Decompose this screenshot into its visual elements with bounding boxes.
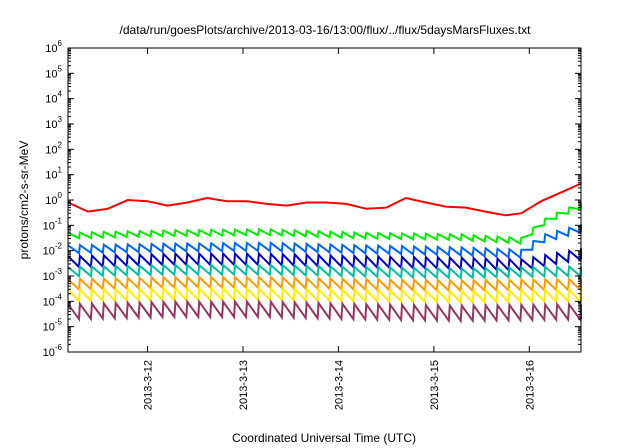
series-layer [67, 182, 582, 324]
series-line-3 [67, 248, 582, 273]
y-tick-label: 10-6 [43, 343, 63, 359]
series-line-4 [67, 262, 582, 281]
series-line-7 [67, 298, 582, 324]
y-axis: 10-6 10-5 10-4 10-3 10-2 10-1 100 101 102 103 104 1… [43, 39, 581, 359]
chart-title: /data/run/goesPlots/archive/2013-03-16/1… [120, 23, 532, 37]
y-tick-label: 104 [45, 90, 62, 106]
x-tick-label: 2013-3-14 [333, 360, 345, 410]
y-tick-label: 102 [45, 140, 62, 156]
series-line-0 [67, 182, 582, 217]
x-tick-label: 2013-3-12 [143, 360, 155, 410]
series-line-6 [67, 286, 582, 305]
y-tick-label: 100 [45, 191, 62, 207]
x-axis: 2013-3-12 2013-3-13 2013-3-14 2013-3-15 2013… [143, 48, 536, 410]
y-tick-label: 101 [45, 166, 62, 182]
plot-frame [67, 47, 582, 353]
y-tick-label: 105 [45, 64, 62, 80]
series-line-1 [67, 202, 582, 246]
x-tick-label: 2013-3-15 [429, 360, 441, 410]
series-line-5 [67, 274, 582, 293]
y-tick-label: 10-5 [43, 318, 63, 334]
x-tick-label: 2013-3-16 [524, 360, 536, 410]
x-axis-label: Coordinated Universal Time (UTC) [232, 431, 416, 445]
y-tick-label: 10-3 [43, 267, 63, 283]
y-tick-label: 106 [45, 39, 62, 55]
y-axis-label: protons/cm2-s-sr-MeV [17, 141, 31, 260]
y-tick-label: 10-1 [43, 216, 63, 232]
y-tick-label: 10-2 [43, 242, 63, 258]
series-line-2 [67, 224, 582, 260]
y-tick-label: 103 [45, 115, 62, 131]
x-tick-label: 2013-3-13 [238, 360, 250, 410]
y-tick-label: 10-4 [43, 292, 63, 308]
